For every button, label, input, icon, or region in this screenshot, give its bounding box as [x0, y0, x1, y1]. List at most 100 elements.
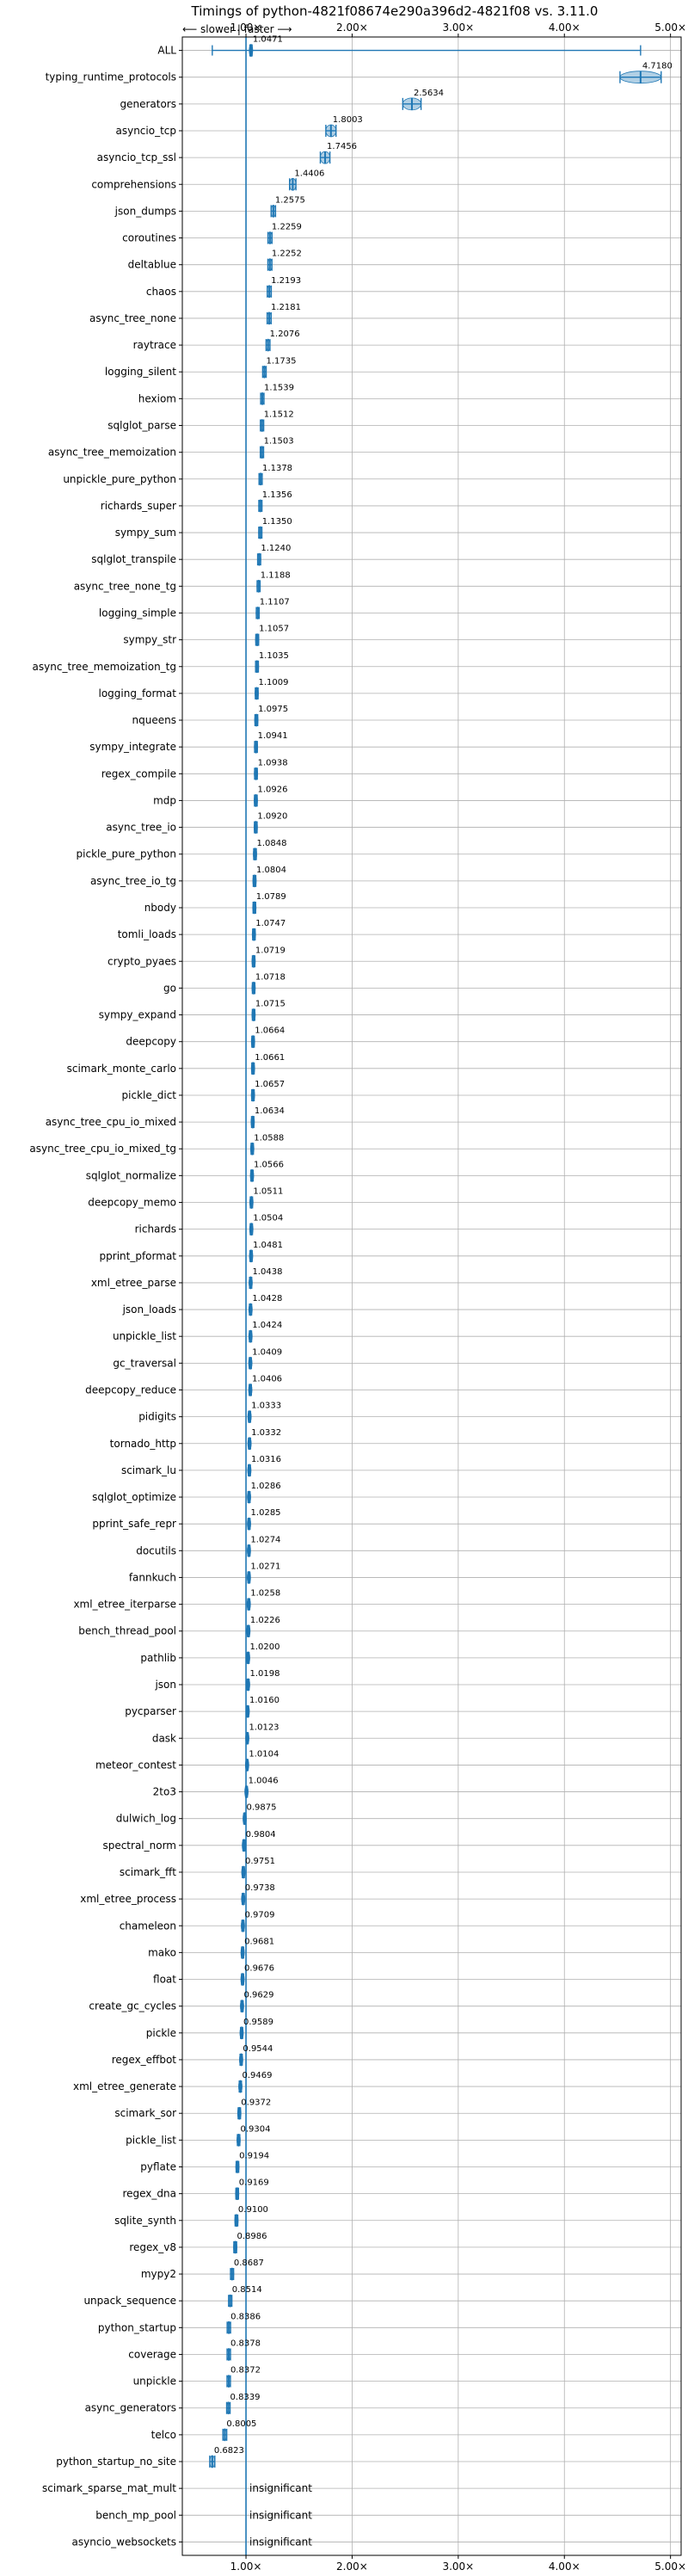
benchmark-name-label: logging_format — [98, 687, 176, 699]
benchmark-name-label: async_tree_memoization_tg — [33, 661, 176, 673]
benchmark-name-label: python_startup — [98, 2321, 176, 2333]
value-label: 0.8372 — [230, 2366, 261, 2376]
value-label: 1.0588 — [254, 1133, 284, 1143]
x-tick-label-top: 2.00× — [336, 22, 368, 34]
value-label: 0.9194 — [239, 2152, 269, 2161]
benchmark-name-label: tomli_loads — [118, 928, 176, 940]
benchmark-name-label: sympy_expand — [99, 1009, 176, 1021]
value-label: 1.2076 — [270, 330, 300, 339]
benchmark-name-label: pidigits — [138, 1411, 176, 1423]
value-label: 1.0285 — [251, 1508, 281, 1518]
value-label: 1.1188 — [261, 570, 291, 580]
value-label: 0.9709 — [244, 1910, 274, 1920]
value-label: 1.0316 — [251, 1455, 281, 1464]
benchmark-name-label: scimark_sor — [114, 2107, 176, 2119]
benchmark-name-label: deepcopy — [126, 1036, 176, 1048]
plot-frame — [181, 36, 682, 2556]
value-label: 1.2259 — [272, 223, 302, 232]
value-label: 1.8003 — [333, 115, 363, 125]
benchmark-name-label: sqlite_synth — [114, 2215, 176, 2227]
benchmark-name-label: async_tree_none_tg — [74, 580, 176, 592]
value-label: 0.9676 — [244, 1964, 274, 1974]
benchmark-name-label: crypto_pyaes — [108, 955, 176, 967]
benchmark-name-label: pickle_pure_python — [77, 848, 176, 860]
value-label: 1.0664 — [255, 1026, 285, 1036]
value-label: 1.0718 — [255, 972, 286, 982]
value-label: 1.2575 — [275, 195, 305, 205]
value-label: 0.8386 — [230, 2312, 261, 2321]
value-label: 4.7180 — [642, 62, 673, 71]
value-label: 1.0471 — [253, 35, 283, 45]
benchmark-name-label: asyncio_tcp — [115, 125, 176, 137]
benchmark-name-label: comprehensions — [91, 178, 176, 190]
value-label: 1.1107 — [260, 598, 290, 607]
x-tick-label-bottom: 2.00× — [336, 2561, 368, 2573]
value-label: 1.0198 — [249, 1669, 280, 1679]
value-label: 1.0333 — [251, 1402, 281, 1411]
benchmark-name-label: unpickle_pure_python — [63, 473, 176, 485]
benchmark-name-label: docutils — [136, 1544, 176, 1556]
value-label: 1.0789 — [256, 892, 286, 902]
benchmark-name-label: async_tree_io — [106, 822, 176, 834]
value-label: 1.0271 — [250, 1562, 280, 1571]
value-label: 1.0424 — [252, 1321, 282, 1330]
benchmark-name-label: fannkuch — [129, 1571, 176, 1583]
chart-title: Timings of python-4821f08674e290a396d2-4… — [191, 3, 599, 19]
value-label: 1.0226 — [250, 1616, 280, 1625]
benchmark-name-label: sqlglot_parse — [108, 420, 176, 432]
benchmark-name-label: nqueens — [132, 714, 176, 726]
benchmark-name-label: scimark_sparse_mat_mult — [42, 2482, 176, 2494]
x-tick-label-top: 5.00× — [654, 22, 686, 34]
value-label: 1.0657 — [255, 1080, 285, 1089]
benchmark-name-label: asyncio_websockets — [72, 2536, 176, 2548]
insignificant-label: insignificant — [249, 2536, 312, 2548]
benchmark-name-label: float — [153, 1974, 176, 1986]
benchmark-name-label: xml_etree_generate — [73, 2080, 176, 2092]
benchmark-name-label: deepcopy_reduce — [85, 1384, 176, 1396]
value-label: 1.0286 — [251, 1482, 281, 1491]
benchmark-name-label: mypy2 — [141, 2268, 176, 2280]
value-label: 1.0747 — [255, 919, 286, 928]
value-label: 0.9372 — [241, 2098, 271, 2107]
value-label: 1.1539 — [264, 383, 294, 392]
benchmark-name-label: hexiom — [138, 392, 176, 404]
value-label: 1.0941 — [258, 731, 288, 741]
value-label: 1.0926 — [257, 785, 287, 794]
value-label: 1.7456 — [327, 142, 357, 151]
benchmark-name-label: xml_etree_process — [80, 1893, 176, 1905]
value-label: 1.0504 — [253, 1214, 283, 1223]
x-tick-label-top: 4.00× — [549, 22, 580, 34]
value-label: 1.0481 — [253, 1241, 283, 1250]
benchmark-name-label: generators — [120, 98, 176, 110]
grid-layer: 1.00× 1.00× 2.00× 2.00× 3.00× 3.00× 4.00× 4.00×… — [182, 22, 686, 2573]
value-label: 1.1350 — [262, 517, 292, 527]
value-label: 1.1512 — [264, 410, 294, 420]
benchmark-name-label: scimark_lu — [121, 1464, 176, 1476]
benchmark-name-label: json_loads — [122, 1303, 176, 1316]
value-label: 1.2181 — [271, 303, 301, 312]
value-label: 1.1057 — [259, 625, 289, 634]
value-label: 0.9751 — [245, 1857, 275, 1866]
benchmark-name-label: dask — [152, 1732, 176, 1744]
benchmark-name-label: chaos — [146, 286, 176, 298]
benchmark-name-label: pickle — [146, 2027, 176, 2039]
value-label: 1.0274 — [250, 1535, 280, 1544]
benchmark-name-label: chameleon — [120, 1920, 176, 1932]
value-label: 1.0975 — [258, 705, 288, 714]
value-label: 1.0920 — [257, 812, 287, 822]
benchmark-name-label: json_dumps — [114, 205, 176, 217]
value-label: 1.1378 — [262, 464, 292, 473]
x-tick-label-bottom: 3.00× — [442, 2561, 474, 2573]
benchmark-name-label: logging_silent — [105, 366, 176, 378]
insignificant-label: insignificant — [249, 2509, 312, 2521]
benchmark-name-label: regex_compile — [101, 767, 176, 780]
benchmark-name-label: typing_runtime_protocols — [46, 71, 176, 83]
value-label: 0.9100 — [238, 2205, 268, 2215]
x-tick-label-bottom: 1.00× — [230, 2561, 262, 2573]
benchmark-name-label: spectral_norm — [102, 1840, 176, 1852]
benchmark-name-label: asyncio_tcp_ssl — [97, 151, 176, 163]
benchmark-name-label: sympy_sum — [115, 527, 176, 539]
value-label: 0.8339 — [230, 2393, 261, 2402]
benchmark-name-label: regex_dna — [122, 2188, 176, 2200]
